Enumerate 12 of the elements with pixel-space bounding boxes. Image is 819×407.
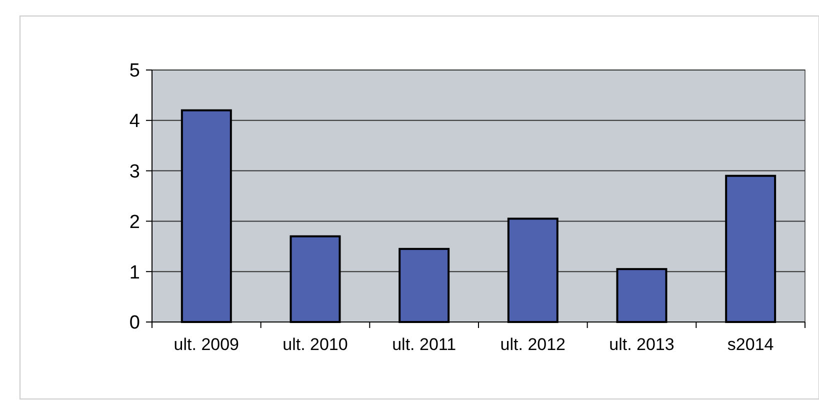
y-tick-label: 5 [129, 60, 140, 82]
y-tick-label: 2 [129, 212, 140, 233]
x-tick-label: ult. 2012 [500, 335, 566, 354]
x-tick-label: ult. 2010 [282, 335, 348, 354]
x-tick-label: ult. 2011 [392, 335, 456, 354]
y-tick-label: 4 [129, 111, 140, 132]
y-tick-label: 3 [129, 161, 140, 182]
x-tick-label: ult. 2009 [174, 335, 240, 354]
y-tick-label: 1 [129, 262, 140, 284]
x-tick-label: ult. 2013 [609, 335, 674, 354]
x-tick-label: s2014 [727, 335, 774, 354]
y-tick-label: 0 [129, 312, 140, 334]
